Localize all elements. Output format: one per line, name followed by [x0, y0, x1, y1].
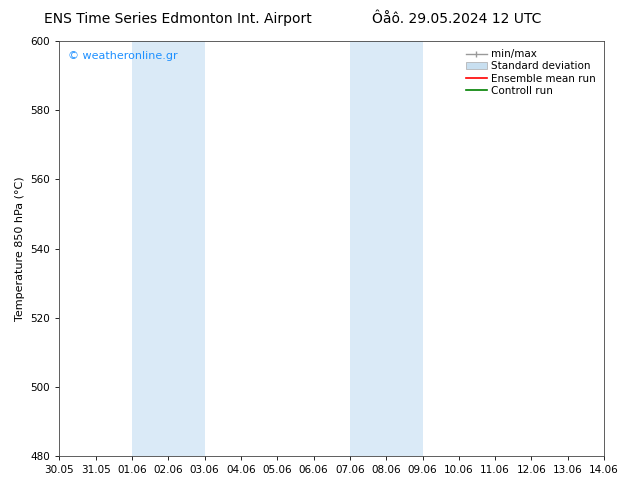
Text: © weatheronline.gr: © weatheronline.gr [67, 51, 177, 61]
Text: Ôåô. 29.05.2024 12 UTC: Ôåô. 29.05.2024 12 UTC [372, 12, 541, 26]
Bar [132, 41, 205, 456]
Legend: min/max, Standard deviation, Ensemble mean run, Controll run: min/max, Standard deviation, Ensemble me… [463, 46, 599, 99]
Y-axis label: Temperature 850 hPa (°C): Temperature 850 hPa (°C) [15, 176, 25, 321]
Text: ENS Time Series Edmonton Int. Airport: ENS Time Series Edmonton Int. Airport [44, 12, 311, 26]
Bar [350, 41, 422, 456]
